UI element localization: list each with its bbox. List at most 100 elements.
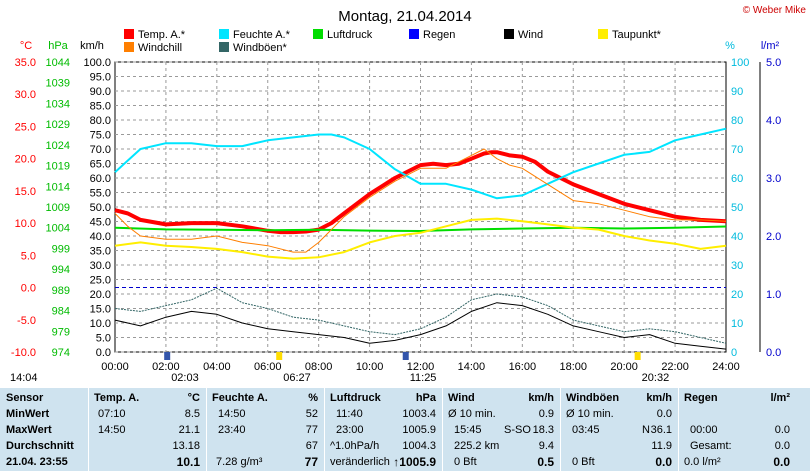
tick-label-hpa: 1024 [46,140,70,152]
tick-label-celsius: 20.0 [15,154,36,166]
copyright-label: © Weber Mike [743,5,807,16]
tick-label-hpa: 984 [52,306,70,318]
humidity-unit: % [308,392,318,404]
sensor-header: Sensor [6,392,44,404]
plot-area [114,127,727,350]
tick-label-kmh: 65.0 [90,159,111,171]
tick-label-percent: 80 [731,115,743,127]
wind-avg10-value: 0.9 [538,408,554,420]
legend-swatch [124,42,134,52]
temp-header: Temp. A. [94,392,140,404]
tick-label-kmh: 45.0 [90,217,111,229]
tick-label-celsius: 5.0 [21,250,36,262]
tick-label-kmh: 60.0 [90,173,111,185]
tick-label-kmh: 80.0 [90,115,111,127]
legend-label: Regen [423,29,455,41]
statistics-table: Sensor MinWert MaxWert Durchschnitt 21.0… [0,388,810,471]
tick-label-time: 16:00 [509,361,537,373]
wind-max-direction: S-SO [504,424,531,436]
tick-label-rain: 4.0 [766,115,781,127]
series-humidity [114,127,727,200]
series-windchill [114,148,727,253]
wind-current-value: 0.5 [537,455,554,469]
humidity-current-value: 77 [304,455,318,469]
pressure-current-value: ↑1005.9 [393,455,436,469]
temp-unit: °C [187,392,200,404]
moon-time-label: 14:04 [10,372,38,384]
gust-current-value: 0.0 [655,455,672,469]
tick-label-time: 08:00 [305,361,333,373]
axis-unit-percent: % [725,40,735,52]
tick-label-hpa: 1034 [46,98,70,110]
row-label-max: MaxWert [6,424,52,436]
pressure-max-value: 1005.9 [402,424,436,436]
rain-rate: 0.0 l/m² [684,456,721,468]
gust-unit: km/h [646,392,672,404]
tick-label-time: 20:00 [610,361,638,373]
pressure-header: Luftdruck [330,392,381,404]
legend-swatch [219,42,229,52]
temp-min-time: 07:10 [98,408,126,420]
tick-label-rain: 1.0 [766,289,781,301]
tick-label-rain: 5.0 [766,57,781,69]
axis-unit-rain: l/m² [761,40,780,52]
tick-label-celsius: 10.0 [15,218,36,230]
tick-label-percent: 50 [731,202,743,214]
current-timestamp: 21.04. 23:55 [6,456,68,468]
time-marker-bar [276,352,283,360]
time-marker-bar [402,352,409,360]
time-marker-bar [634,352,641,360]
tick-label-kmh: 90.0 [90,86,111,98]
tick-label-hpa: 979 [52,326,70,338]
tick-label-kmh: 10.0 [90,318,111,330]
tick-label-kmh: 55.0 [90,188,111,200]
pressure-min-value: 1003.4 [402,408,436,420]
series-pressure [114,225,727,232]
tick-label-hpa: 1014 [46,181,70,193]
tick-label-time: 22:00 [661,361,689,373]
pressure-avg-value: 1004.3 [402,440,436,452]
axis-unit-celsius: °C [20,40,32,52]
tick-label-celsius: 35.0 [15,57,36,69]
tick-label-celsius: -10.0 [11,347,36,359]
rain-total-value: 0.0 [774,440,790,452]
gust-header: Windböen [566,392,620,404]
tick-label-kmh: 70.0 [90,144,111,156]
tick-label-percent: 90 [731,86,743,98]
time-marker-label: 20:32 [642,372,670,384]
legend-swatch [219,29,229,39]
humidity-max-time: 23:40 [218,424,246,436]
wind-avg-value: 9.4 [538,440,554,452]
tick-label-kmh: 40.0 [90,231,111,243]
gust-max-time: 03:45 [572,424,600,436]
gust-max-direction: N [642,424,650,436]
tick-label-rain: 0.0 [766,347,781,359]
row-label-avg: Durchschnitt [6,440,74,452]
tick-label-percent: 20 [731,289,743,301]
pressure-min-time: 11:40 [336,408,363,420]
humidity-header: Feuchte A. [212,392,268,404]
tick-label-celsius: 30.0 [15,89,36,101]
wind-avg10-label: Ø 10 min. [448,408,496,420]
weather-chart: Montag, 21.04.2014 © Weber Mike Temp. A.… [10,5,807,384]
legend-label: Feuchte A.* [233,29,291,41]
rain-column: Regen l/m² 00:00 0.0 Gesamt: 0.0 0.0 l/m… [678,388,794,471]
legend-swatch [124,29,134,39]
tick-label-celsius: -5.0 [17,315,36,327]
tick-label-celsius: 0.0 [21,283,36,295]
tick-label-kmh: 30.0 [90,260,111,272]
gust-max-value: 36.1 [650,424,672,436]
gust-avg-value: 11.9 [651,440,672,452]
tick-label-time: 04:00 [203,361,231,373]
temp-column: Temp. A. °C 07:10 8.5 14:50 21.1 13.18 1… [88,388,206,471]
legend-swatch [409,29,419,39]
tick-label-time: 00:00 [101,361,129,373]
tick-label-kmh: 85.0 [90,101,111,113]
tick-label-kmh: 0.0 [96,347,111,359]
sensor-column: Sensor MinWert MaxWert Durchschnitt 21.0… [0,388,88,471]
tick-label-celsius: 25.0 [15,121,36,133]
tick-label-hpa: 994 [52,264,70,276]
gust-avg10-value: 0.0 [656,408,672,420]
wind-beaufort: 0 Bft [454,456,477,468]
series-gusts [114,287,727,344]
